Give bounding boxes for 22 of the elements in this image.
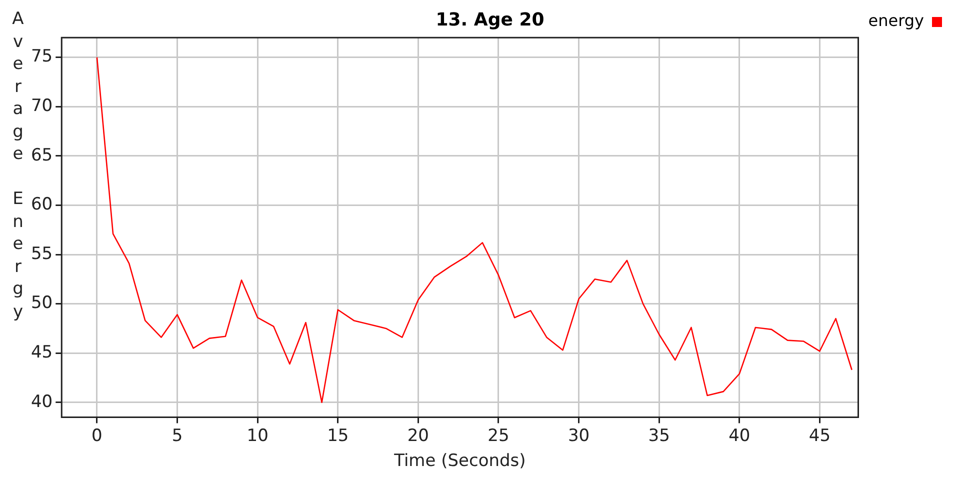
x-tick-label: 35 [648, 426, 670, 446]
chart-title: 13. Age 20 [436, 9, 544, 30]
y-tick-label: 55 [30, 244, 53, 264]
y-tick-label: 45 [30, 342, 53, 363]
y-tick-label: 75 [30, 46, 53, 67]
x-tick-label: 30 [568, 426, 590, 446]
x-tick-label: 5 [172, 426, 183, 446]
x-tick-label: 40 [728, 426, 750, 446]
text: Average Energy [12, 9, 24, 322]
x-tick-label: 45 [808, 426, 831, 446]
x-tick-label: 0 [92, 426, 102, 446]
x-tick-label: 10 [246, 426, 268, 446]
x-axis-title: Time (Seconds) [393, 451, 526, 472]
y-tick-label: 50 [30, 293, 53, 314]
y-tick-label: 65 [30, 145, 53, 166]
y-tick-label: 40 [30, 392, 53, 412]
y-tick-label: 70 [30, 96, 53, 116]
x-tick-label: 20 [407, 426, 430, 446]
legend-label: energy [868, 11, 924, 30]
x-tick-label: 25 [488, 426, 510, 446]
x-tick-label: 15 [327, 426, 349, 446]
y-tick-label: 60 [30, 194, 53, 215]
